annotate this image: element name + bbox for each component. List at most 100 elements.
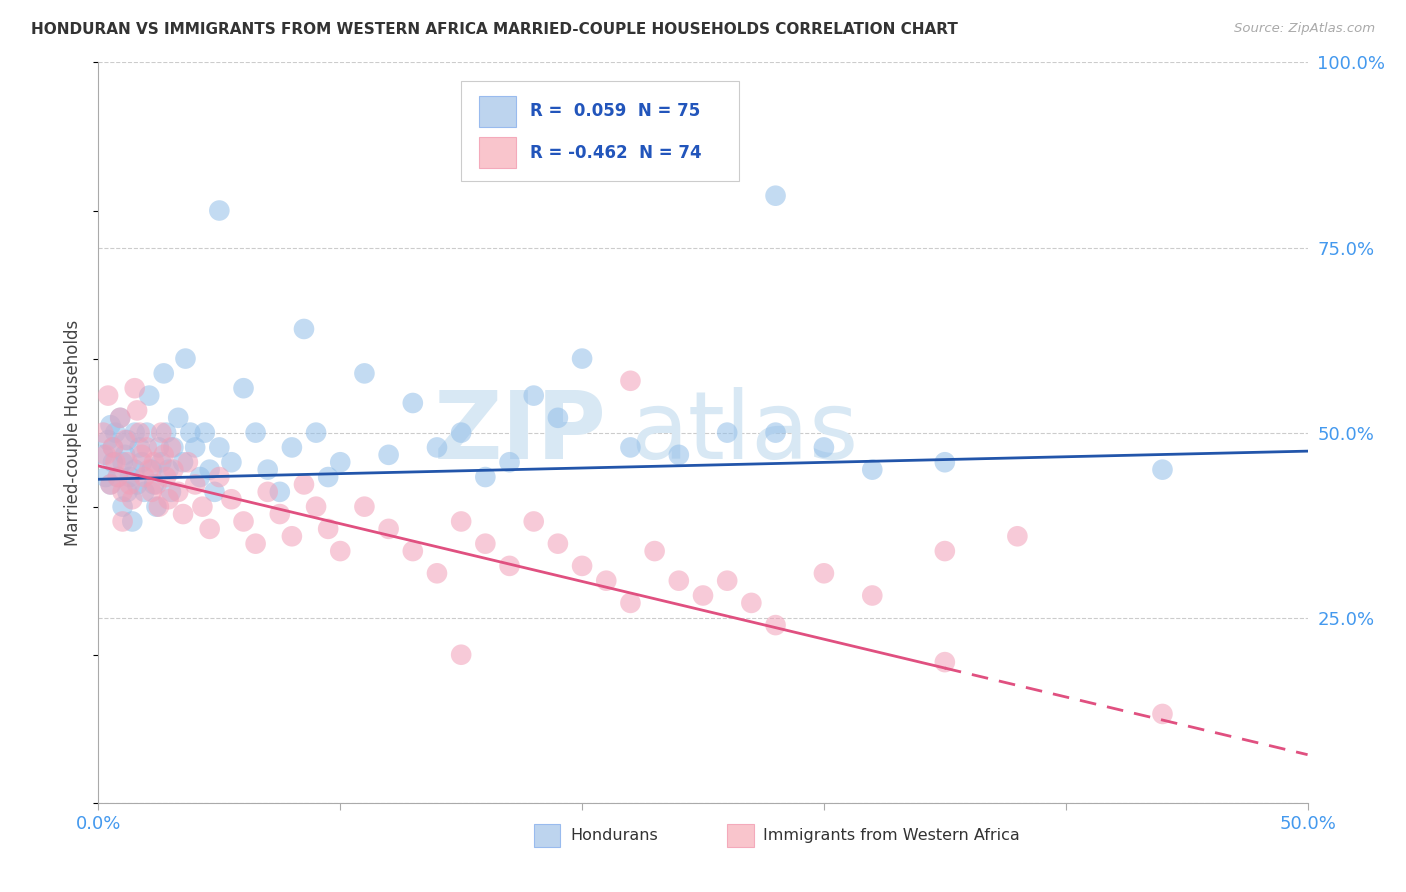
Point [157, 462, 180, 476]
Point [860, 462, 883, 476]
Point [269, 507, 291, 521]
Point [765, 618, 787, 632]
Point [498, 558, 520, 573]
Point [114, 433, 136, 447]
Point [188, 470, 211, 484]
Point [152, 448, 174, 462]
Point [245, 425, 267, 440]
Point [316, 522, 339, 536]
Point [160, 484, 183, 499]
Point [148, 500, 170, 514]
Point [155, 425, 177, 440]
Point [523, 388, 546, 402]
Text: HONDURAN VS IMMIGRANTS FROM WESTERN AFRICA MARRIED-COUPLE HOUSEHOLDS CORRELATION: HONDURAN VS IMMIGRANTS FROM WESTERN AFRI… [31, 22, 957, 37]
FancyBboxPatch shape [534, 823, 561, 847]
Point [114, 448, 136, 462]
Point [121, 515, 143, 529]
Point [157, 492, 180, 507]
Point [143, 455, 166, 469]
Point [292, 322, 315, 336]
Point [108, 410, 131, 425]
Point [101, 441, 124, 455]
Point [91, 448, 114, 462]
Point [208, 441, 231, 455]
Point [547, 536, 569, 550]
Point [198, 522, 221, 536]
Point [353, 500, 375, 514]
Point [138, 462, 160, 476]
Point [571, 558, 593, 573]
Point [245, 536, 267, 550]
Point [595, 574, 617, 588]
Point [934, 655, 956, 669]
Point [107, 470, 129, 484]
Text: R =  0.059  N = 75: R = 0.059 N = 75 [530, 103, 700, 120]
Point [292, 477, 315, 491]
Point [232, 381, 254, 395]
Point [118, 470, 141, 484]
Point [450, 425, 472, 440]
Point [208, 203, 231, 218]
Point [377, 448, 399, 462]
Point [172, 507, 194, 521]
Point [100, 418, 122, 433]
Point [305, 500, 328, 514]
Point [184, 477, 207, 491]
Point [124, 462, 146, 476]
Point [191, 500, 214, 514]
Point [184, 441, 207, 455]
Point [138, 388, 160, 402]
Point [141, 462, 163, 476]
Point [150, 455, 173, 469]
Point [860, 589, 883, 603]
Point [204, 484, 226, 499]
Point [221, 492, 243, 507]
Point [1152, 462, 1174, 476]
Point [177, 455, 200, 469]
Point [329, 544, 352, 558]
Point [174, 351, 197, 366]
Point [1152, 706, 1174, 721]
Point [668, 448, 690, 462]
Point [91, 425, 114, 440]
Text: Hondurans: Hondurans [569, 828, 658, 843]
Point [198, 462, 221, 476]
Point [329, 455, 352, 469]
Point [111, 455, 134, 469]
Point [474, 470, 496, 484]
Point [155, 470, 177, 484]
Point [101, 455, 124, 469]
Point [208, 470, 231, 484]
Point [117, 484, 139, 499]
Point [100, 477, 122, 491]
Text: ZIP: ZIP [433, 386, 606, 479]
Point [111, 500, 134, 514]
FancyBboxPatch shape [479, 95, 516, 127]
Point [94, 470, 117, 484]
Point [765, 188, 787, 202]
Point [135, 441, 157, 455]
Point [523, 515, 546, 529]
Point [353, 367, 375, 381]
Point [124, 381, 146, 395]
Point [644, 544, 666, 558]
Point [127, 403, 149, 417]
Point [108, 410, 131, 425]
Point [281, 529, 304, 543]
Point [934, 544, 956, 558]
Point [813, 566, 835, 581]
Point [402, 544, 425, 558]
Point [402, 396, 425, 410]
Point [135, 425, 157, 440]
Point [305, 425, 328, 440]
Point [172, 455, 194, 469]
Point [152, 367, 174, 381]
Point [104, 425, 127, 440]
Point [167, 484, 190, 499]
Text: Immigrants from Western Africa: Immigrants from Western Africa [763, 828, 1021, 843]
Point [619, 441, 641, 455]
Y-axis label: Married-couple Households: Married-couple Households [65, 319, 83, 546]
Point [128, 441, 150, 455]
Point [117, 433, 139, 447]
Point [111, 484, 134, 499]
